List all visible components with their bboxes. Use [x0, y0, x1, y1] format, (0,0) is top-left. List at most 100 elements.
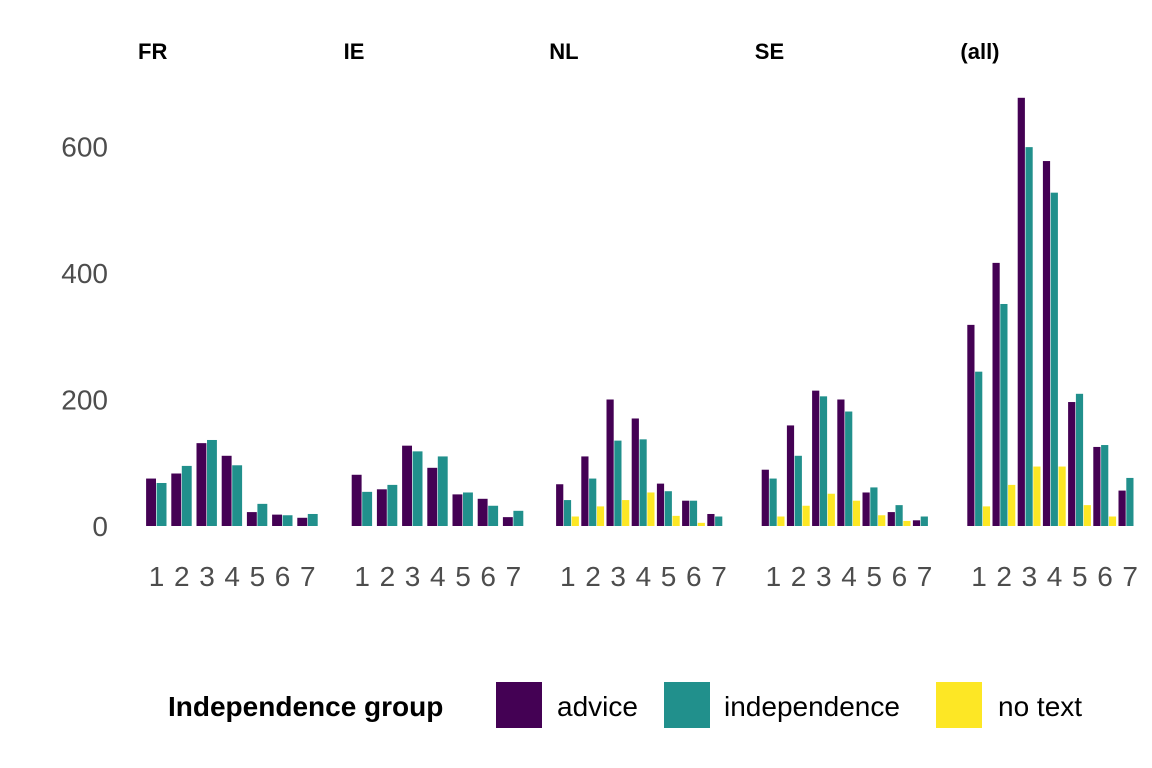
bar-advice — [1017, 97, 1025, 527]
bar-no-text — [571, 516, 579, 526]
x-tick-label: 3 — [1022, 561, 1038, 592]
bar-no-text — [827, 493, 835, 526]
bar-no-text — [596, 506, 605, 526]
bar-advice — [452, 494, 463, 526]
bar-advice — [196, 443, 207, 526]
x-tick-label: 2 — [791, 561, 807, 592]
bar-independence — [257, 503, 268, 526]
bar-advice — [477, 498, 488, 526]
facet-title: NL — [549, 39, 578, 64]
x-tick-label: 2 — [996, 561, 1012, 592]
x-tick-label: 4 — [1047, 561, 1063, 592]
bar-no-text — [1083, 505, 1091, 526]
bar-independence — [307, 513, 318, 526]
bar-no-text — [1008, 484, 1016, 526]
x-tick-label: 5 — [250, 561, 266, 592]
bar-independence — [769, 478, 777, 526]
x-tick-label: 3 — [610, 561, 626, 592]
facet-title: FR — [138, 39, 167, 64]
x-tick-label: 1 — [354, 561, 370, 592]
facet-title: IE — [344, 39, 365, 64]
bar-independence — [589, 478, 597, 526]
x-tick-label: 7 — [300, 561, 316, 592]
bar-independence — [412, 451, 423, 526]
legend-key-no-text — [936, 682, 982, 728]
bar-independence — [1025, 147, 1033, 526]
y-tick-label: 0 — [92, 511, 108, 542]
bar-independence — [232, 465, 243, 526]
bar-no-text — [777, 516, 785, 526]
bar-advice — [146, 478, 156, 526]
y-tick-label: 400 — [61, 258, 108, 289]
bar-independence — [715, 516, 723, 526]
bar-no-text — [1108, 516, 1117, 526]
bar-independence — [689, 500, 698, 526]
bar-independence — [664, 491, 672, 526]
bar-advice — [272, 514, 282, 526]
x-tick-label: 7 — [711, 561, 727, 592]
bar-independence — [920, 516, 928, 526]
x-tick-label: 4 — [841, 561, 857, 592]
x-tick-label: 1 — [560, 561, 576, 592]
bar-independence — [1075, 393, 1084, 526]
bar-independence — [794, 455, 802, 526]
bar-advice — [812, 390, 820, 526]
x-tick-label: 3 — [816, 561, 832, 592]
x-tick-label: 2 — [380, 561, 396, 592]
bar-advice — [656, 483, 665, 526]
x-tick-label: 5 — [455, 561, 471, 592]
x-tick-label: 4 — [224, 561, 240, 592]
bar-no-text — [852, 500, 861, 526]
legend-label: no text — [998, 691, 1082, 722]
bar-independence — [181, 465, 192, 526]
x-tick-label: 2 — [174, 561, 190, 592]
bar-advice — [631, 418, 639, 526]
x-tick-label: 4 — [430, 561, 446, 592]
bar-independence — [819, 396, 828, 526]
x-tick-label: 6 — [686, 561, 702, 592]
x-tick-label: 1 — [149, 561, 165, 592]
bar-advice — [761, 469, 769, 526]
bar-advice — [786, 425, 795, 526]
bar-advice — [297, 517, 308, 526]
bar-advice — [992, 262, 1000, 526]
bar-no-text — [982, 506, 991, 526]
bar-independence — [437, 456, 448, 526]
bar-independence — [1050, 192, 1058, 527]
x-tick-label: 6 — [892, 561, 908, 592]
y-tick-label: 600 — [61, 132, 108, 163]
bar-advice — [502, 517, 513, 526]
x-tick-label: 3 — [199, 561, 215, 592]
bar-advice — [912, 520, 921, 526]
x-tick-label: 6 — [480, 561, 496, 592]
bar-no-text — [622, 500, 630, 526]
legend-label: independence — [724, 691, 900, 722]
bar-independence — [513, 510, 524, 526]
bar-no-text — [672, 515, 680, 526]
bar-independence — [1101, 445, 1109, 526]
bar-independence — [1126, 477, 1134, 526]
x-tick-label: 7 — [506, 561, 522, 592]
bar-no-text — [647, 492, 655, 526]
bar-advice — [1093, 446, 1101, 526]
bar-independence — [1000, 303, 1008, 526]
bar-advice — [682, 500, 690, 526]
bar-advice — [887, 512, 895, 526]
x-tick-label: 1 — [766, 561, 782, 592]
bar-advice — [862, 492, 870, 526]
x-tick-label: 5 — [866, 561, 882, 592]
bar-independence — [845, 411, 853, 526]
x-tick-label: 3 — [405, 561, 421, 592]
bar-advice — [376, 489, 387, 526]
bar-independence — [156, 482, 167, 526]
bar-no-text — [697, 522, 705, 526]
bar-independence — [563, 500, 572, 526]
legend-key-independence — [664, 682, 710, 728]
bar-advice — [581, 456, 589, 526]
legend-title: Independence group — [168, 691, 443, 722]
y-tick-label: 200 — [61, 385, 108, 416]
bar-independence — [895, 505, 903, 526]
bar-advice — [427, 467, 438, 526]
bar-advice — [171, 473, 182, 526]
